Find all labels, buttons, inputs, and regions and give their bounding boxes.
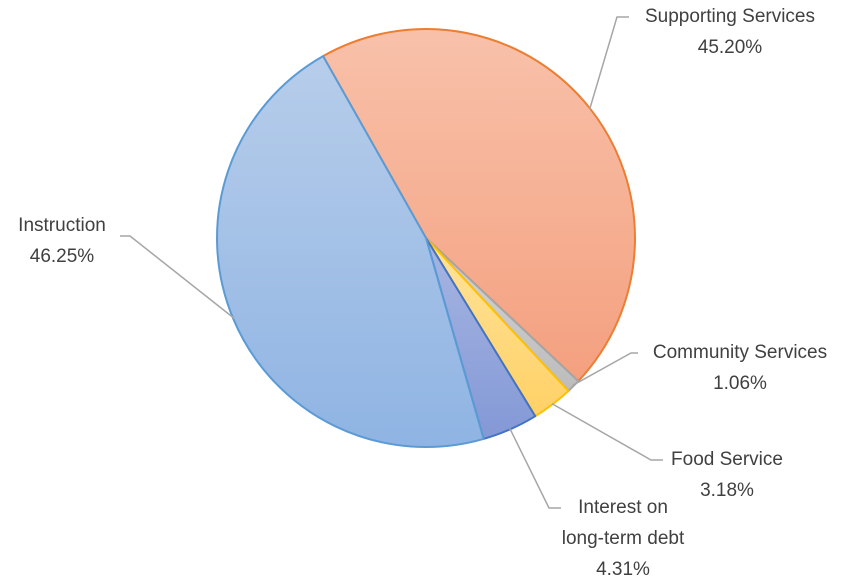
leader-line-interest-on-long-term-debt [509, 428, 561, 509]
pie-slice-instruction [216, 55, 485, 448]
slice-category-label: long-term debt [562, 528, 685, 549]
leader-line-food-service [551, 402, 663, 461]
slice-category-label: Supporting Services [645, 6, 815, 27]
slice-value-label: 46.25% [30, 246, 95, 267]
data-label-community-services: Community Services 1.06% [653, 342, 827, 394]
data-label-instruction: Instruction 46.25% [18, 215, 106, 267]
data-label-supporting-services: Supporting Services 45.20% [645, 6, 815, 58]
slice-category-label: Community Services [653, 342, 827, 363]
leader-line-community-services [572, 352, 638, 387]
slice-value-label: 1.06% [713, 373, 767, 394]
slice-category-label: Food Service [671, 449, 783, 470]
data-label-food-service: Food Service 3.18% [671, 449, 783, 501]
slice-value-label: 3.18% [700, 480, 754, 501]
data-label-interest-on-long-term-debt: Interest on long-term debt 4.31% [562, 497, 685, 580]
slice-value-label: 45.20% [698, 37, 763, 58]
slice-value-label: 4.31% [596, 559, 650, 580]
slice-category-label: Interest on [578, 497, 668, 518]
leader-line-instruction [120, 235, 235, 319]
slice-category-label: Instruction [18, 215, 106, 236]
leader-line-supporting-services [588, 16, 629, 110]
